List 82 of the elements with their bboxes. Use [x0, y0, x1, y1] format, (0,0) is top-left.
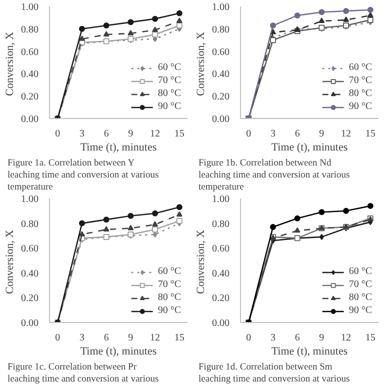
x-tick-label: 3: [270, 332, 276, 344]
y-tick-label: 1.00: [21, 194, 38, 205]
y-axis-title: Conversion, X: [4, 230, 16, 294]
x-tick-label: 12: [341, 332, 352, 344]
y-tick-label: 0.40: [21, 69, 38, 80]
legend-label: 80 °C: [348, 292, 372, 303]
y-tick-label: 0.60: [212, 244, 230, 255]
x-tick-label: 15: [365, 128, 376, 140]
legend-label: 90 °C: [158, 305, 181, 316]
x-tick-label: 6: [294, 128, 300, 140]
y-tick-label: 0.80: [21, 24, 38, 36]
text: leaching time and conversion at various: [8, 374, 159, 384]
caption: Figure 1d. Correlation between Sm: [198, 362, 333, 372]
legend-label: 80 °C: [158, 292, 181, 303]
x-tick-label: 6: [294, 332, 300, 344]
y-tick-label: 0.20: [212, 92, 230, 103]
legend-label: 90 °C: [348, 305, 372, 316]
x-tick-label: 12: [150, 128, 160, 140]
legend-label: 70 °C: [158, 279, 181, 290]
legend-label: 70 °C: [348, 75, 372, 86]
x-tick-label: 9: [128, 332, 134, 344]
x-axis-title: Time (t), minutes: [271, 142, 348, 154]
x-tick-label: 0: [246, 128, 252, 140]
y-tick-label: 0.00: [21, 318, 38, 329]
y-tick-label: 1.00: [212, 2, 230, 13]
x-axis-title: Time (t), minutes: [271, 346, 348, 358]
text: leaching time and conversion at various: [198, 170, 350, 180]
y-tick-label: 0.00: [212, 318, 230, 329]
y-tick-label: 0.80: [212, 218, 230, 230]
y-tick-label: 0.80: [212, 24, 230, 36]
y-tick-label: 1.00: [212, 194, 230, 205]
y-tick-label: 0.80: [21, 218, 38, 230]
y-tick-label: 0.60: [212, 46, 230, 58]
text: leaching time and conversion at various: [198, 374, 350, 384]
y-axis-title: Conversion, X: [195, 230, 207, 294]
x-tick-label: 9: [319, 332, 324, 344]
y-tick-label: 0.20: [212, 293, 230, 304]
y-tick-label: 0.20: [21, 92, 38, 103]
legend-label: 80 °C: [348, 88, 372, 99]
x-tick-label: 3: [79, 128, 84, 140]
legend-label: 70 °C: [158, 75, 181, 86]
legend-label: 60 °C: [158, 62, 181, 73]
legend-label: 60 °C: [348, 266, 372, 277]
text: temperature: [198, 182, 244, 192]
x-tick-label: 3: [270, 128, 276, 140]
y-axis-title: Conversion, X: [195, 32, 207, 96]
x-tick-label: 15: [174, 128, 184, 140]
y-tick-label: 0.40: [212, 69, 230, 80]
x-tick-label: 0: [246, 332, 252, 344]
y-tick-label: 0.00: [212, 114, 230, 125]
legend-label: 60 °C: [158, 266, 181, 277]
x-tick-label: 12: [341, 128, 352, 140]
x-tick-label: 15: [174, 332, 184, 344]
y-tick-label: 0.00: [21, 114, 38, 125]
y-tick-label: 0.40: [212, 268, 230, 280]
y-axis-title: Conversion, X: [4, 32, 16, 96]
caption: Figure 1a. Correlation between Y: [8, 158, 135, 168]
x-tick-label: 3: [79, 332, 84, 344]
legend-label: 80 °C: [158, 88, 181, 99]
x-tick-label: 9: [128, 128, 134, 140]
x-tick-label: 6: [104, 128, 109, 140]
x-axis-title: Time (t), minutes: [80, 346, 157, 358]
legend-label: 70 °C: [348, 279, 372, 290]
x-tick-label: 9: [319, 128, 324, 140]
x-tick-label: 6: [104, 332, 109, 344]
y-tick-label: 0.20: [21, 293, 38, 304]
legend-label: 90 °C: [158, 101, 181, 112]
y-tick-label: 1.00: [21, 2, 38, 13]
legend-label: 90 °C: [348, 101, 372, 112]
caption: Figure 1c. Correlation between Pr: [8, 362, 138, 372]
text: temperature: [8, 182, 53, 192]
y-tick-label: 0.40: [21, 268, 38, 280]
text: leaching time and conversion at various: [8, 170, 159, 180]
legend-label: 60 °C: [348, 62, 372, 73]
x-tick-label: 15: [365, 332, 376, 344]
x-tick-label: 0: [55, 332, 60, 344]
caption: Figure 1b. Correlation between Nd: [198, 158, 332, 168]
x-tick-label: 0: [55, 128, 60, 140]
y-tick-label: 0.60: [21, 244, 38, 255]
x-axis-title: Time (t), minutes: [80, 142, 157, 154]
x-tick-label: 12: [150, 332, 160, 344]
y-tick-label: 0.60: [21, 46, 38, 58]
